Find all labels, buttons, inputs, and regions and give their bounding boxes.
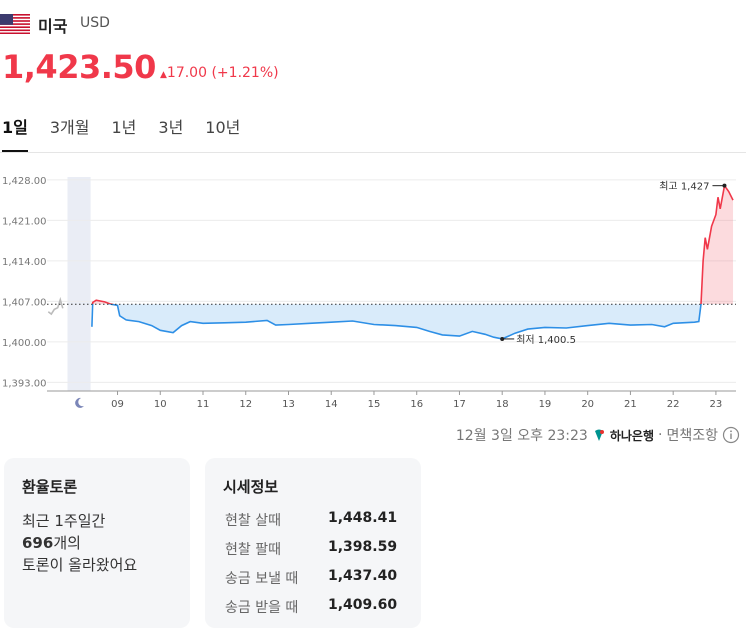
y-tick-label: 1,414.00 bbox=[2, 257, 47, 268]
discussion-card[interactable]: 환율토론 최근 1주일간 696개의 토론이 올라왔어요 bbox=[4, 458, 190, 628]
x-tick-label: 10 bbox=[154, 399, 167, 410]
text: 최근 1주일간 bbox=[22, 512, 106, 530]
quote-label: 송금 받을 때 bbox=[225, 600, 299, 616]
text: 696개의 bbox=[22, 532, 81, 553]
x-tick-label: 17 bbox=[453, 399, 466, 410]
quote-value: 1,409.60 bbox=[328, 597, 398, 613]
card-title: 환율토론 bbox=[22, 478, 78, 496]
quote-label: 송금 보낼 때 bbox=[225, 571, 299, 587]
annotation: 최고 1,427 bbox=[659, 181, 709, 193]
text: 토론이 올라왔어요 bbox=[22, 556, 138, 574]
y-tick-label: 1,428.00 bbox=[2, 176, 47, 187]
change-pct: (+1.21%) bbox=[211, 65, 279, 81]
x-tick-label: 15 bbox=[368, 399, 381, 410]
separator: · bbox=[658, 427, 663, 443]
x-tick-label: 11 bbox=[197, 399, 210, 410]
tabs: 1일 3개월 1년 3년 10년 bbox=[2, 114, 240, 152]
annotation: 최저 1,400.5 bbox=[516, 334, 576, 346]
currency: USD bbox=[80, 15, 110, 31]
x-tick-label: 23 bbox=[710, 399, 723, 410]
x-tick-label: 21 bbox=[624, 399, 637, 410]
card-title: 시세정보 bbox=[223, 478, 279, 496]
tab[interactable]: 1년 bbox=[111, 118, 137, 137]
tab[interactable]: 3개월 bbox=[49, 118, 90, 137]
y-tick-label: 1,407.00 bbox=[2, 297, 47, 308]
tab[interactable]: 1일 bbox=[2, 114, 28, 152]
footer: 12월 3일 오후 23:23 하나은행 · 면책조항 bbox=[456, 425, 740, 445]
quote-value: 1,437.40 bbox=[328, 568, 398, 584]
price: 1,423.50 bbox=[2, 48, 156, 86]
quote-value: 1,448.41 bbox=[328, 510, 398, 526]
x-tick-label: 14 bbox=[325, 399, 338, 410]
line bbox=[47, 296, 64, 316]
country: 미국 bbox=[38, 17, 68, 36]
updated: 12월 3일 오후 23:23 bbox=[455, 428, 588, 444]
source: 하나은행 bbox=[609, 428, 655, 443]
area bbox=[91, 185, 734, 339]
line bbox=[91, 183, 734, 340]
quote-value: 1,398.59 bbox=[328, 539, 398, 555]
moon-icon bbox=[75, 397, 85, 408]
tab[interactable]: 3년 bbox=[158, 118, 184, 137]
info-icon[interactable] bbox=[722, 426, 740, 444]
night-band bbox=[67, 177, 91, 391]
x-tick-label: 13 bbox=[282, 399, 295, 410]
x-tick-label: 09 bbox=[111, 399, 124, 410]
x-tick-label: 22 bbox=[667, 399, 680, 410]
tab[interactable]: 10년 bbox=[205, 118, 241, 137]
y-tick-label: 1,421.00 bbox=[2, 216, 47, 227]
x-tick-label: 12 bbox=[239, 399, 252, 410]
quote-label: 현찰 팔때 bbox=[225, 542, 281, 558]
x-tick-label: 20 bbox=[581, 399, 594, 410]
x-tick-label: 19 bbox=[539, 399, 552, 410]
quotes-card: 시세정보 현찰 살때 1,448.41 현찰 팔때 1,398.59 송금 보낼 때 1,… bbox=[205, 458, 421, 628]
y-tick-label: 1,393.00 bbox=[2, 378, 47, 389]
bank-logo bbox=[594, 429, 604, 441]
change: ▲17.00 (+1.21%) bbox=[160, 65, 279, 81]
x-tick-label: 16 bbox=[410, 399, 423, 410]
text: 개의 bbox=[53, 534, 81, 552]
disclaimer[interactable]: 면책조항 bbox=[666, 428, 718, 444]
divider bbox=[0, 152, 746, 153]
y-tick-label: 1,400.00 bbox=[2, 338, 47, 349]
chart: 1,428.00 1,421.00 1,414.00 1,407.00 1,400.00… bbox=[2, 176, 736, 410]
quote-label: 현찰 살때 bbox=[225, 513, 281, 529]
us-flag bbox=[0, 14, 30, 34]
change-value: 17.00 bbox=[166, 65, 208, 81]
x-tick-label: 18 bbox=[496, 399, 509, 410]
count: 696 bbox=[22, 534, 54, 552]
